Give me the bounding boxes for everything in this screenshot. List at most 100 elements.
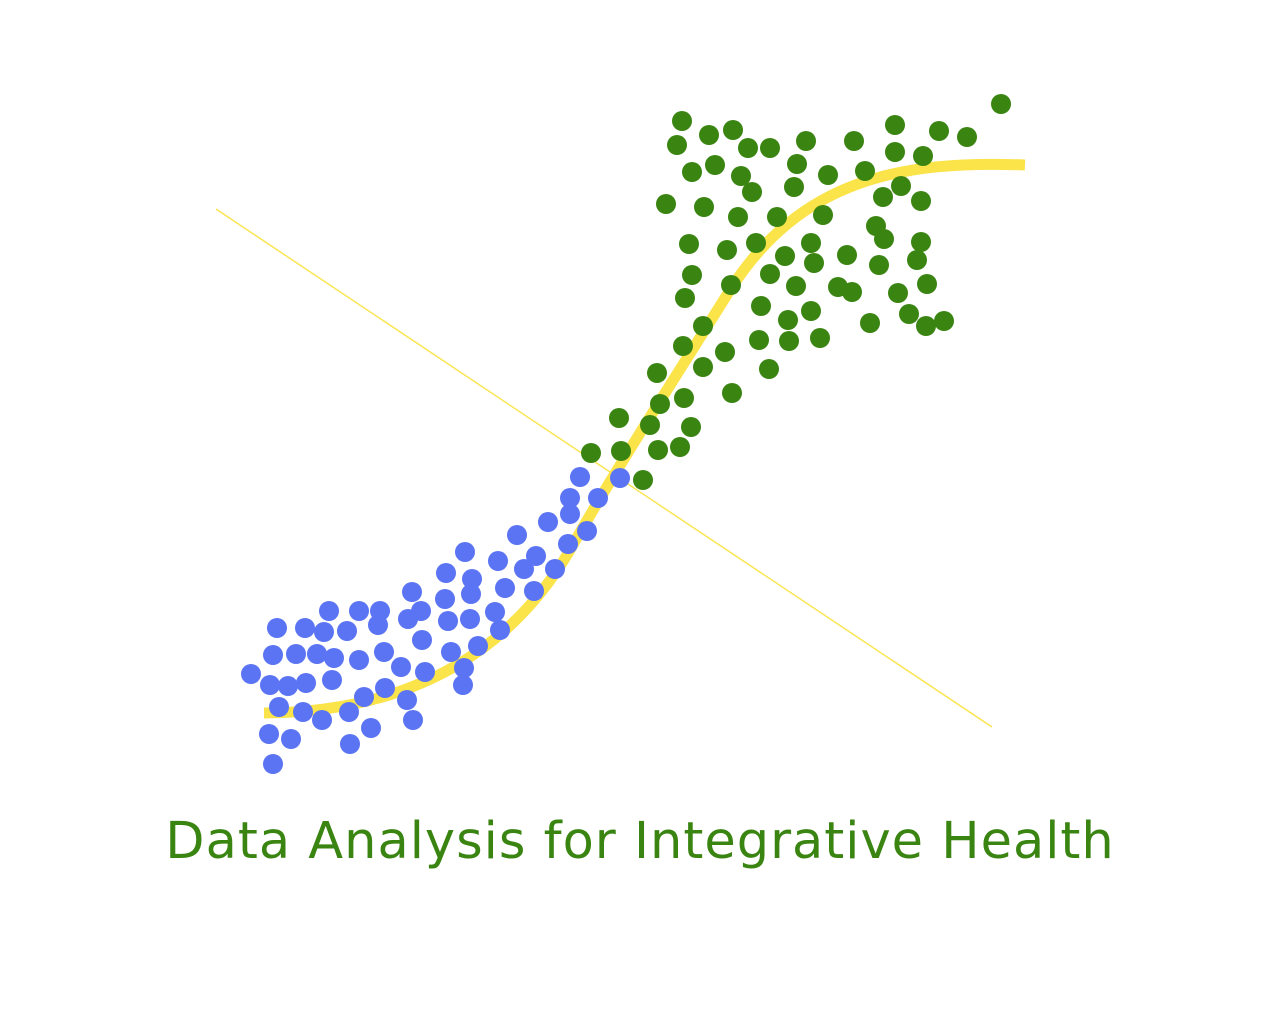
green-point-cluster bbox=[581, 94, 1011, 490]
blue-point bbox=[278, 676, 298, 696]
blue-point bbox=[577, 521, 597, 541]
green-point bbox=[746, 233, 766, 253]
green-point bbox=[869, 255, 889, 275]
blue-point bbox=[454, 658, 474, 678]
green-point bbox=[682, 265, 702, 285]
blue-point bbox=[295, 618, 315, 638]
blue-point bbox=[260, 675, 280, 695]
blue-point bbox=[455, 542, 475, 562]
green-point bbox=[728, 207, 748, 227]
blue-point bbox=[560, 504, 580, 524]
green-point bbox=[957, 127, 977, 147]
blue-point-cluster bbox=[241, 467, 630, 774]
green-point bbox=[891, 176, 911, 196]
green-point bbox=[759, 359, 779, 379]
blue-point bbox=[391, 657, 411, 677]
blue-point bbox=[354, 687, 374, 707]
green-point bbox=[648, 440, 668, 460]
blue-point bbox=[312, 710, 332, 730]
green-point bbox=[633, 470, 653, 490]
blue-point bbox=[560, 488, 580, 508]
blue-point bbox=[570, 467, 590, 487]
green-point bbox=[609, 408, 629, 428]
blue-point bbox=[495, 578, 515, 598]
blue-point bbox=[397, 690, 417, 710]
green-point bbox=[650, 394, 670, 414]
blue-point bbox=[286, 644, 306, 664]
green-point bbox=[715, 342, 735, 362]
diagonal-line bbox=[215, 208, 993, 728]
green-point bbox=[885, 115, 905, 135]
logo-title: Data Analysis for Integrative Health bbox=[165, 812, 1115, 871]
green-point bbox=[801, 301, 821, 321]
blue-point bbox=[324, 648, 344, 668]
green-point bbox=[751, 296, 771, 316]
green-point bbox=[693, 357, 713, 377]
green-point bbox=[738, 138, 758, 158]
green-point bbox=[693, 316, 713, 336]
green-point bbox=[778, 310, 798, 330]
green-point bbox=[844, 131, 864, 151]
green-point bbox=[810, 328, 830, 348]
green-point bbox=[796, 131, 816, 151]
green-point bbox=[873, 187, 893, 207]
blue-point bbox=[269, 697, 289, 717]
green-point bbox=[681, 417, 701, 437]
green-point bbox=[899, 304, 919, 324]
blue-point bbox=[263, 645, 283, 665]
green-point bbox=[855, 161, 875, 181]
blue-point bbox=[538, 512, 558, 532]
blue-point bbox=[263, 754, 283, 774]
blue-point bbox=[436, 563, 456, 583]
green-point bbox=[699, 125, 719, 145]
green-point bbox=[885, 142, 905, 162]
green-point bbox=[723, 120, 743, 140]
blue-point bbox=[461, 584, 481, 604]
blue-point bbox=[558, 534, 578, 554]
green-point bbox=[672, 111, 692, 131]
blue-point bbox=[322, 670, 342, 690]
blue-point bbox=[468, 636, 488, 656]
blue-point bbox=[435, 589, 455, 609]
green-point bbox=[742, 182, 762, 202]
green-point bbox=[842, 282, 862, 302]
green-point bbox=[722, 383, 742, 403]
green-point bbox=[888, 283, 908, 303]
green-point bbox=[874, 229, 894, 249]
blue-point bbox=[314, 622, 334, 642]
green-point bbox=[929, 121, 949, 141]
green-point bbox=[917, 274, 937, 294]
blue-point bbox=[526, 546, 546, 566]
green-point bbox=[721, 275, 741, 295]
blue-point bbox=[319, 601, 339, 621]
blue-point bbox=[349, 601, 369, 621]
blue-point bbox=[374, 642, 394, 662]
green-point bbox=[581, 443, 601, 463]
green-point bbox=[911, 232, 931, 252]
blue-point bbox=[462, 569, 482, 589]
blue-point bbox=[361, 718, 381, 738]
green-point bbox=[717, 240, 737, 260]
green-point bbox=[779, 331, 799, 351]
green-point bbox=[804, 253, 824, 273]
green-point bbox=[670, 437, 690, 457]
blue-point bbox=[398, 609, 418, 629]
blue-point bbox=[337, 621, 357, 641]
blue-point bbox=[524, 581, 544, 601]
blue-point bbox=[281, 729, 301, 749]
green-point bbox=[767, 207, 787, 227]
green-point bbox=[907, 250, 927, 270]
green-point bbox=[818, 165, 838, 185]
green-point bbox=[640, 415, 660, 435]
green-point bbox=[611, 441, 631, 461]
green-point bbox=[787, 154, 807, 174]
green-point bbox=[913, 146, 933, 166]
green-point bbox=[991, 94, 1011, 114]
green-point bbox=[705, 155, 725, 175]
green-point bbox=[675, 288, 695, 308]
green-point bbox=[760, 264, 780, 284]
blue-point bbox=[375, 678, 395, 698]
blue-point bbox=[485, 602, 505, 622]
blue-point bbox=[267, 618, 287, 638]
blue-point bbox=[490, 620, 510, 640]
